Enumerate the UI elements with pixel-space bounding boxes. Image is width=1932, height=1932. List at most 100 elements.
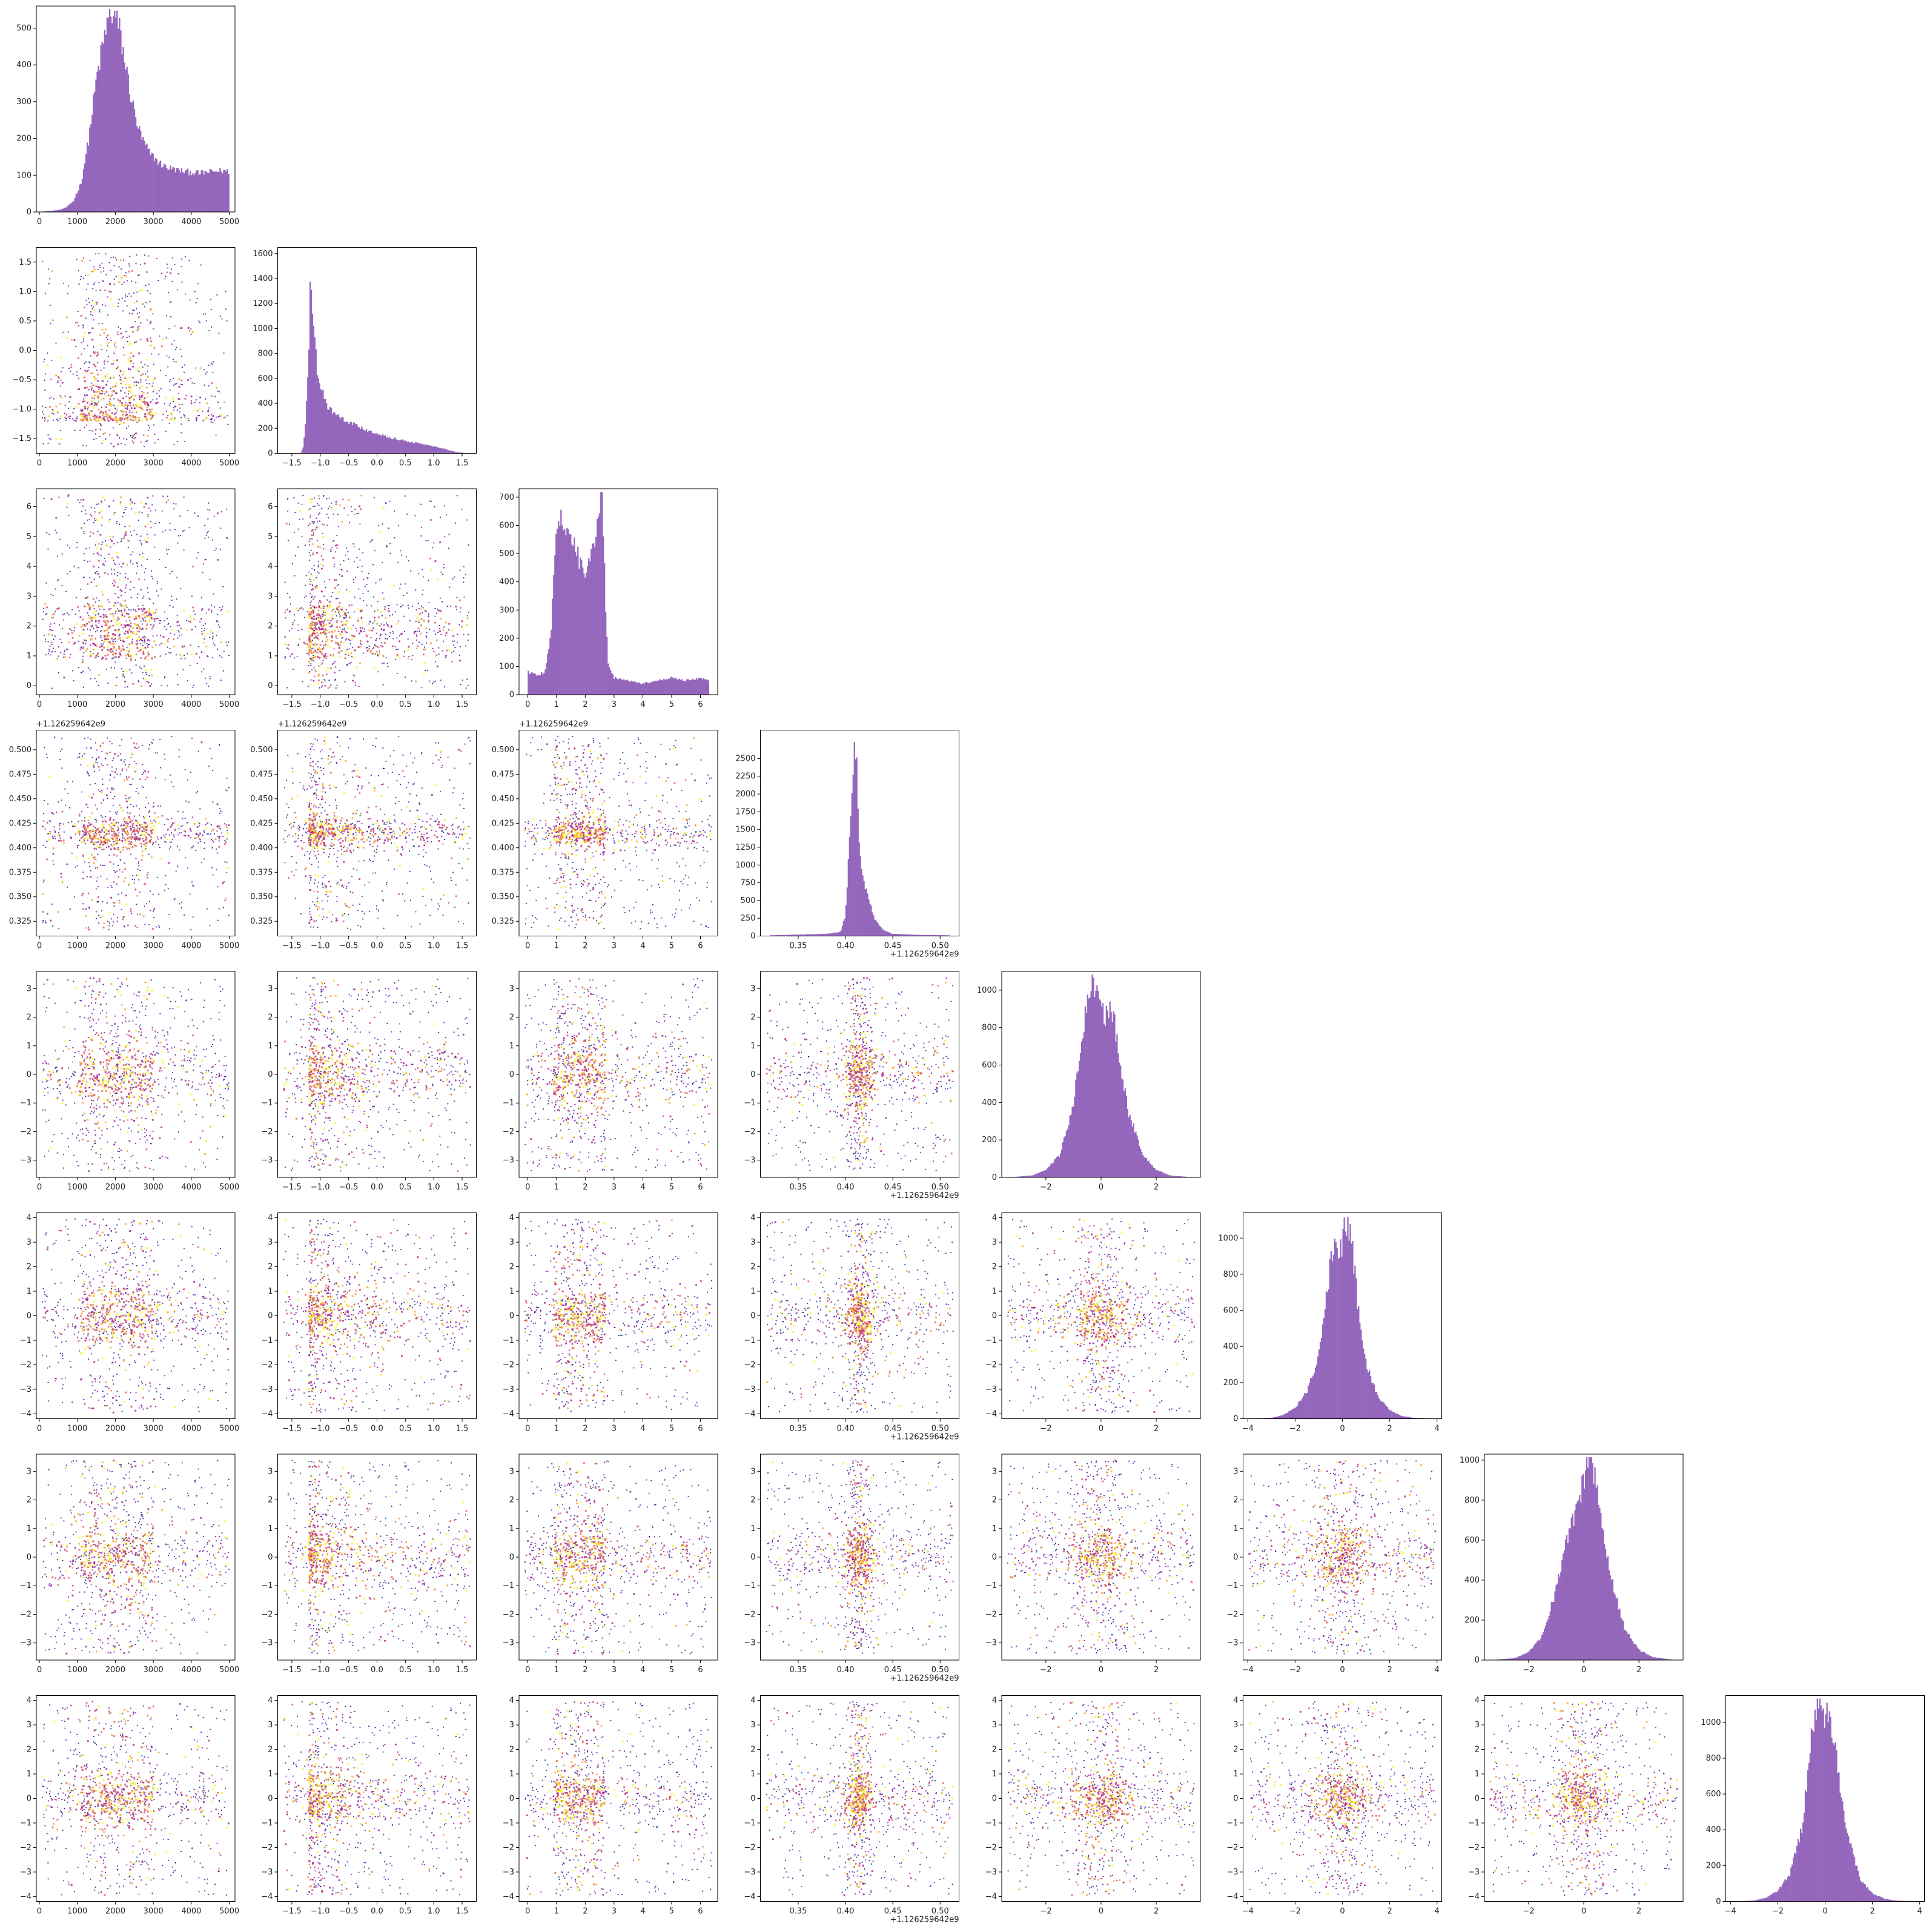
scatter-point <box>317 638 319 640</box>
scatter-point <box>396 623 398 625</box>
scatter-point <box>148 284 150 285</box>
scatter-point <box>108 554 110 555</box>
scatter-point <box>93 346 94 348</box>
scatter-point <box>63 823 64 824</box>
histogram-bar <box>405 440 406 453</box>
scatter-point <box>170 652 171 653</box>
scatter-point <box>459 655 460 656</box>
scatter-point <box>62 382 64 383</box>
scatter-point <box>118 829 119 830</box>
scatter-point <box>214 396 216 397</box>
scatter-point <box>336 501 337 503</box>
scatter-point <box>124 608 125 610</box>
scatter-point <box>91 507 92 508</box>
scatter-point <box>128 525 130 527</box>
scatter-point <box>83 399 84 400</box>
scatter-point <box>64 395 65 397</box>
scatter-point <box>387 663 388 664</box>
scatter-point <box>54 614 55 615</box>
scatter-point <box>144 638 145 640</box>
histogram-bar <box>411 442 412 453</box>
scatter-point <box>455 523 456 524</box>
histogram-bar <box>693 680 695 695</box>
histogram-bar <box>695 680 696 695</box>
scatter-point <box>145 620 147 622</box>
scatter-point <box>120 497 122 498</box>
scatter-point <box>81 626 82 628</box>
histogram-bar <box>223 170 224 212</box>
scatter-point <box>150 401 151 403</box>
scatter-point <box>91 382 92 383</box>
histogram-bar <box>136 126 137 212</box>
scatter-point <box>57 382 58 383</box>
scatter-point <box>48 415 50 417</box>
scatter-point <box>403 616 405 617</box>
y-tick-label: 1400 <box>253 274 273 283</box>
scatter-point <box>60 652 61 653</box>
histogram-bar <box>308 349 309 453</box>
scatter-point <box>118 656 120 658</box>
histogram-bar <box>119 18 120 212</box>
scatter-point <box>133 399 135 400</box>
scatter-point <box>292 563 293 564</box>
scatter-point <box>374 621 376 623</box>
scatter-point <box>110 377 111 379</box>
scatter-point <box>101 390 103 392</box>
histogram-bar <box>74 198 76 212</box>
y-tick-label: 1 <box>27 652 31 661</box>
histogram-bar <box>587 566 588 695</box>
scatter-point <box>199 822 200 824</box>
histogram-bar <box>441 448 442 453</box>
scatter-point <box>203 314 204 315</box>
scatter-point <box>110 395 111 397</box>
scatter-point <box>227 645 228 646</box>
scatter-point <box>67 544 68 546</box>
scatter-point <box>161 273 162 274</box>
scatter-point <box>401 555 402 556</box>
x-tick-label: 2000 <box>105 459 125 468</box>
scatter-point <box>149 685 151 687</box>
scatter-point <box>217 402 219 403</box>
scatter-point <box>329 579 330 580</box>
scatter-point <box>359 560 360 561</box>
scatter-point <box>460 611 461 612</box>
scatter-point <box>171 629 173 630</box>
scatter-point <box>187 867 188 868</box>
scatter-point <box>178 535 179 537</box>
scatter-point <box>129 377 131 379</box>
scatter-point <box>448 548 449 549</box>
scatter-point <box>311 617 313 619</box>
scatter-point <box>287 644 289 646</box>
scatter-point <box>124 377 126 379</box>
scatter-point <box>423 653 425 655</box>
scatter-point <box>68 515 69 516</box>
scatter-point <box>113 514 115 515</box>
scatter-point <box>379 580 380 581</box>
scatter-point <box>147 404 148 406</box>
scatter-point <box>79 840 80 841</box>
histogram-bar <box>377 435 379 453</box>
scatter-point <box>360 508 362 510</box>
scatter-point <box>91 635 93 637</box>
scatter-point <box>118 629 120 630</box>
scatter-point <box>191 382 193 383</box>
scatter-point <box>383 663 385 664</box>
histogram-bar <box>584 578 586 695</box>
scatter-point <box>205 646 207 647</box>
scatter-point <box>422 589 423 591</box>
scatter-point <box>156 581 157 582</box>
scatter-point <box>418 573 419 574</box>
histogram-bar <box>120 30 121 212</box>
scatter-point <box>201 633 203 635</box>
x-tick-label: 4 <box>640 700 645 709</box>
scatter-point <box>321 508 322 509</box>
scatter-point <box>112 925 113 926</box>
scatter-point <box>110 270 111 271</box>
scatter-point <box>142 597 144 598</box>
scatter-point <box>369 629 371 631</box>
scatter-point <box>153 425 154 426</box>
scatter-point <box>321 687 322 688</box>
scatter-point <box>107 902 108 904</box>
scatter-point <box>124 862 125 864</box>
scatter-point <box>195 368 196 369</box>
